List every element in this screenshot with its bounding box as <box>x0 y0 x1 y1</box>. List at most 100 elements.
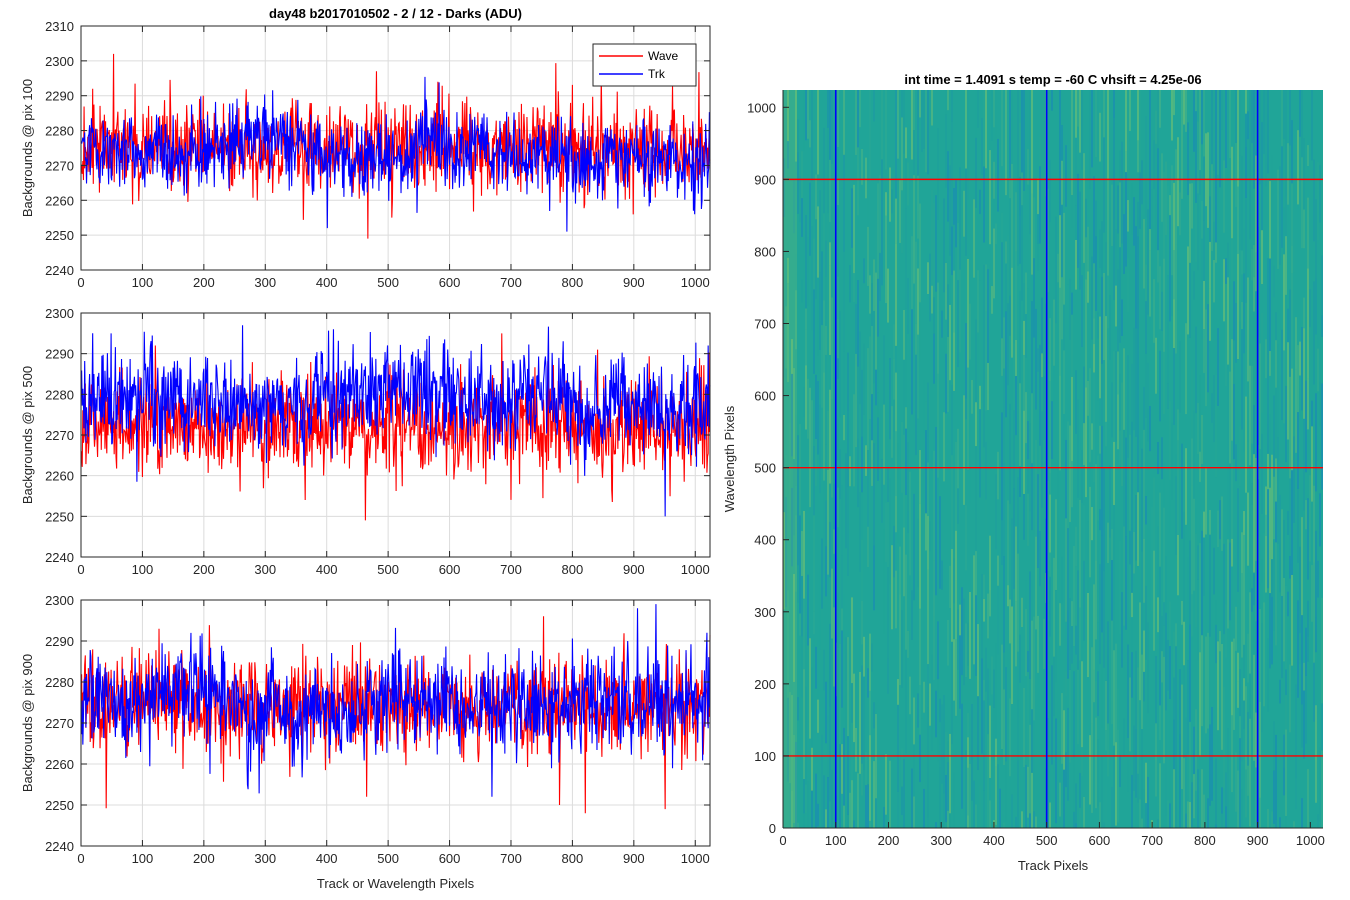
image-streak <box>829 265 831 356</box>
image-streak <box>951 549 953 642</box>
image-streak <box>927 707 929 818</box>
image-streak <box>1285 729 1287 816</box>
image-streak <box>963 190 965 237</box>
image-streak <box>1129 564 1131 616</box>
image-streak <box>1157 819 1159 828</box>
image-streak <box>983 599 985 622</box>
image-streak <box>1207 632 1209 729</box>
image-streak <box>815 438 817 486</box>
image-streak <box>1055 823 1057 828</box>
image-streak <box>957 280 959 368</box>
image-streak <box>1199 90 1201 171</box>
image-streak <box>1231 715 1233 793</box>
image-streak <box>1241 679 1243 762</box>
image-streak <box>863 343 865 415</box>
image-streak <box>807 574 809 646</box>
image-streak <box>1103 571 1105 668</box>
image-streak <box>819 404 821 494</box>
image-streak <box>1239 716 1241 739</box>
image-streak <box>833 607 835 687</box>
image-streak <box>967 737 969 768</box>
image-streak <box>1113 505 1115 610</box>
image-streak <box>1147 209 1149 315</box>
image-streak <box>1273 476 1275 540</box>
image-streak <box>1155 655 1157 724</box>
image-streak <box>991 721 993 786</box>
image-streak <box>1313 485 1315 563</box>
image-streak <box>1201 200 1203 239</box>
image-streak <box>1141 160 1143 205</box>
image-streak <box>1001 213 1003 242</box>
image-streak <box>1307 498 1309 580</box>
image-streak <box>1283 734 1285 768</box>
image-streak <box>865 752 867 786</box>
image-streak <box>1099 509 1101 531</box>
image-streak <box>1307 268 1309 379</box>
image-streak <box>1199 543 1201 653</box>
image-streak <box>1005 761 1007 821</box>
image-streak <box>961 587 963 676</box>
image-streak <box>1015 192 1017 252</box>
image-streak <box>995 824 997 828</box>
image-streak <box>1121 299 1123 336</box>
image-streak <box>1127 738 1129 792</box>
image-streak <box>1251 483 1253 505</box>
image-streak <box>1255 560 1257 622</box>
image-streak <box>787 283 789 383</box>
image-streak <box>873 90 875 122</box>
image-streak <box>1029 813 1031 828</box>
axes-box <box>80 25 711 271</box>
image-streak <box>1261 230 1263 285</box>
image-streak <box>873 545 875 611</box>
image-streak <box>1243 700 1245 730</box>
image-streak <box>1031 193 1033 275</box>
image-streak <box>955 580 957 639</box>
image-streak <box>861 492 863 539</box>
image-streak <box>1017 760 1019 828</box>
image-streak <box>1131 592 1133 618</box>
image-streak <box>1097 622 1099 672</box>
image-streak <box>1319 382 1321 427</box>
image-streak <box>867 450 869 527</box>
image-streak <box>923 380 925 434</box>
image-streak <box>1059 603 1061 646</box>
image-streak <box>917 518 919 588</box>
image-streak <box>1203 156 1205 221</box>
image-streak <box>1245 396 1247 493</box>
image-streak <box>927 462 929 517</box>
image-streak <box>1301 517 1303 616</box>
image-streak <box>837 593 839 648</box>
image-streak <box>1115 742 1117 826</box>
image-streak <box>1069 669 1071 763</box>
image-streak <box>1073 546 1075 646</box>
image-streak <box>1157 597 1159 633</box>
image-streak <box>1303 418 1305 511</box>
image-streak <box>905 127 907 159</box>
image-streak <box>1063 710 1065 770</box>
image-streak <box>1083 366 1085 424</box>
image-streak <box>1125 437 1127 537</box>
image-streak <box>1121 382 1123 487</box>
image-streak <box>911 90 913 160</box>
image-streak <box>801 531 803 576</box>
image-streak <box>1175 646 1177 757</box>
image-streak <box>941 704 943 784</box>
image-streak <box>897 791 899 828</box>
image-streak <box>1229 463 1231 543</box>
image-streak <box>967 258 969 368</box>
image-streak <box>907 511 909 534</box>
image-streak <box>1173 250 1175 300</box>
image-streak <box>895 90 897 199</box>
image-streak <box>1201 238 1203 340</box>
y-tick-label: 2290 <box>45 634 74 649</box>
image-streak <box>1233 383 1235 460</box>
image-streak <box>853 673 855 743</box>
image-streak <box>841 485 843 556</box>
image-streak <box>793 681 795 736</box>
image-streak <box>825 444 827 500</box>
image-streak <box>1185 323 1187 415</box>
image-streak <box>911 768 913 828</box>
image-streak <box>1245 769 1247 818</box>
image-streak <box>1273 770 1275 824</box>
x-tick-label: 200 <box>193 562 215 577</box>
